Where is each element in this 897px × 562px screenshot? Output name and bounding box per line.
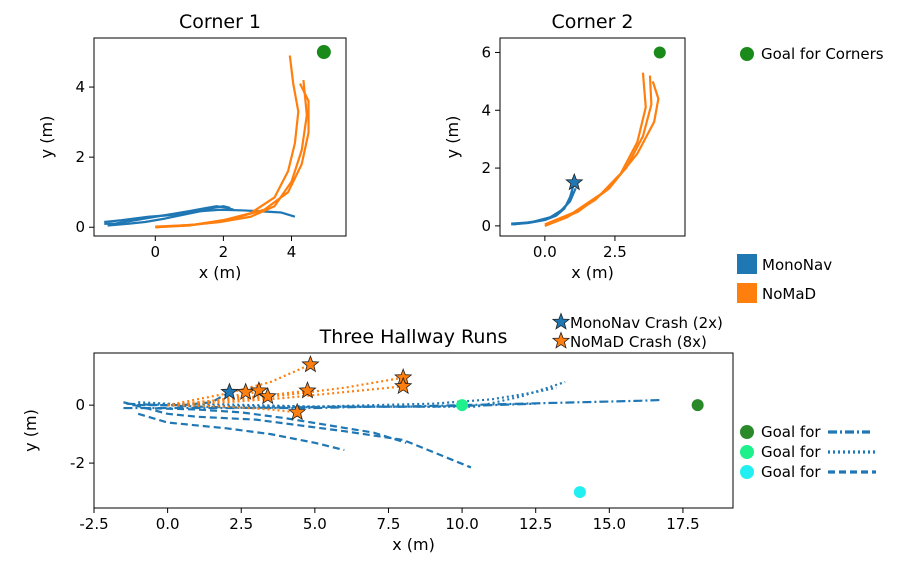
- legend-mononav-label: MonoNav: [762, 256, 832, 274]
- hallway-xtick-label: 7.5: [377, 515, 401, 533]
- hallway-nomad-crash-marker: [258, 386, 277, 405]
- hallway-mononav-trajectory: [138, 391, 231, 407]
- corner2-ytick-label: 6: [481, 43, 491, 61]
- corner1-ytick-label: 4: [75, 78, 85, 96]
- legend-mononav-crash-marker: [551, 312, 571, 330]
- corner2-title: Corner 2: [551, 11, 633, 33]
- legend-hallway-goals: Goal for Goal for Goal for: [740, 423, 876, 481]
- corner1-title: Corner 1: [179, 11, 261, 33]
- corner1-goal-marker: [316, 45, 331, 60]
- hallway-xtick-label: 2.5: [229, 515, 253, 533]
- legend-nomad-swatch: [737, 283, 757, 303]
- legend-hallway-goal-2-marker: [740, 445, 754, 459]
- corner2-xlabel: x (m): [571, 263, 614, 282]
- corner2-axes-frame: [499, 37, 686, 237]
- hallway-plot: -2.5 0.0 2.5 5.0 7.5 10.0 12.5 15.0 17.5 -2 0 Three…: [21, 326, 734, 554]
- corner1-xtick-label: 4: [287, 243, 297, 261]
- corner1-mononav-trajectory: [107, 205, 231, 227]
- legend-mononav-swatch: [737, 254, 757, 274]
- hallway-xlabel: x (m): [392, 535, 435, 554]
- legend-methods: MonoNav NoMaD: [737, 254, 832, 303]
- hallway-nomad-crash-marker: [301, 354, 320, 373]
- hallway-mononav-crash-marker: [220, 382, 239, 400]
- hallway-ytick-label: 0: [75, 396, 85, 414]
- corner2-ytick-label: 4: [481, 101, 491, 119]
- corner2-mononav-crash-marker: [565, 172, 584, 191]
- hallway-xtick-label: 12.5: [519, 515, 552, 533]
- corner1-nomad-trajectory: [155, 83, 310, 229]
- hallway-goal-marker: [691, 399, 704, 412]
- corner1-mononav-trajectory: [104, 208, 296, 224]
- corner2-nomad-trajectory: [544, 75, 653, 226]
- corner1-axes-frame: [93, 37, 347, 237]
- hallway-mononav-trajectory: [138, 380, 566, 408]
- legend-nomad-crash-label: NoMaD Crash (8x): [570, 333, 707, 351]
- legend-mononav-crash-label: MonoNav Crash (2x): [570, 314, 723, 332]
- corner2-nomad-trajectory: [544, 81, 660, 227]
- hallway-goal-marker: [573, 486, 586, 499]
- legend-hallway-goal-2-label: Goal for: [761, 443, 821, 461]
- hallway-ylabel: y (m): [21, 409, 40, 452]
- hallway-nomad-trajectory: [167, 404, 298, 414]
- legend-hallway-goal-3-marker: [740, 465, 754, 479]
- hallway-nomad-crash-marker: [298, 381, 317, 399]
- hallway-xtick-label: -2.5: [79, 515, 108, 533]
- hallway-xtick-label: 17.5: [666, 515, 699, 533]
- corner1-ytick-label: 2: [75, 148, 85, 166]
- corner2-ylabel: y (m): [443, 116, 462, 159]
- hallway-ytick-label: -2: [70, 454, 85, 472]
- legend-hallway-goal-1-marker: [740, 425, 754, 439]
- legend-goal-corners: Goal for Corners: [740, 45, 884, 63]
- corner1-xlabel: x (m): [199, 263, 242, 282]
- corner2-xtick-label: 2.5: [603, 243, 627, 261]
- hallway-mononav-trajectory: [144, 406, 407, 444]
- hallway-nomad-crash-marker: [236, 382, 255, 400]
- corner2-mononav-trajectory: [513, 187, 577, 226]
- corner2-nomad-trajectory: [544, 72, 647, 227]
- legend-goal-corners-marker: [740, 47, 754, 61]
- hallway-mononav-trajectory: [132, 386, 557, 408]
- hallway-nomad-crash-marker: [249, 381, 269, 399]
- corner2-ytick-label: 0: [481, 217, 491, 235]
- corner1-ytick-label: 0: [75, 218, 85, 236]
- legend-hallway-goal-1-label: Goal for: [761, 423, 821, 441]
- hallway-nomad-trajectory: [167, 363, 311, 407]
- hallway-goal-marker: [456, 399, 469, 412]
- legend-goal-corners-label: Goal for Corners: [761, 45, 884, 63]
- corner1-xtick-label: 0: [151, 243, 161, 261]
- corner2-ytick-label: 2: [481, 159, 491, 177]
- hallway-nomad-crash-marker: [288, 402, 307, 421]
- corner2-xtick-label: 0.0: [533, 243, 557, 261]
- legend-nomad-label: NoMaD: [762, 285, 816, 303]
- legend-crashes: MonoNav Crash (2x) NoMaD Crash (8x): [551, 312, 723, 351]
- hallway-xtick-label: 0.0: [156, 515, 180, 533]
- hallway-mononav-trajectory: [137, 412, 345, 452]
- hallway-axes-frame: [93, 352, 734, 509]
- hallway-xtick-label: 15.0: [593, 515, 626, 533]
- corner1-ylabel: y (m): [37, 116, 56, 159]
- corner2-plot: 0.0 2.5 0 2 4 6 Corner 2 x (m) y (m): [443, 11, 686, 282]
- corner1-plot: 0 2 4 0 2 4 Corner 1 x (m) y (m): [37, 11, 347, 282]
- hallway-nomad-trajectory: [167, 385, 404, 407]
- hallway-mononav-trajectory: [123, 401, 472, 469]
- corner1-nomad-trajectory: [155, 79, 308, 228]
- corner1-xtick-label: 2: [219, 243, 229, 261]
- hallway-nomad-crash-marker: [394, 376, 413, 395]
- hallway-xtick-label: 10.0: [445, 515, 478, 533]
- legend-hallway-goal-3-label: Goal for: [761, 463, 821, 481]
- legend-nomad-crash-marker: [551, 331, 571, 349]
- hallway-xtick-label: 5.0: [303, 515, 327, 533]
- corner2-goal-marker: [653, 46, 666, 59]
- hallway-title: Three Hallway Runs: [319, 326, 508, 348]
